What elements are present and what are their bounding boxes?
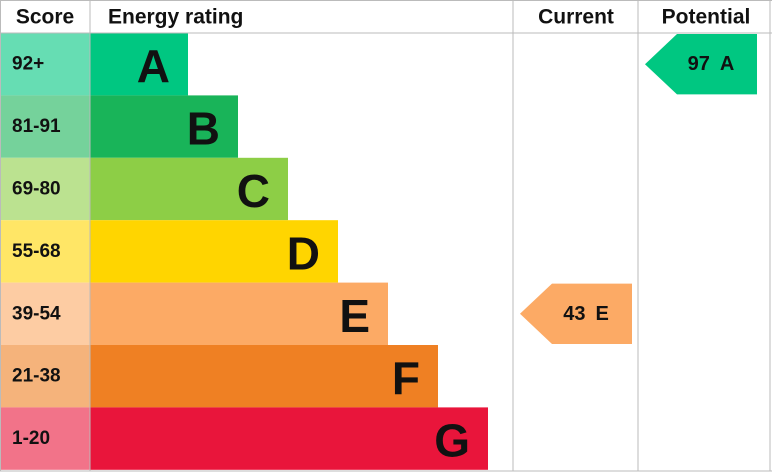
rating-bar: [90, 407, 488, 470]
score-cell: [0, 33, 90, 96]
potential-rating: A: [720, 53, 734, 75]
rating-bar: [90, 220, 338, 283]
rating-bar: [90, 157, 288, 221]
score-cell: [0, 345, 90, 408]
header-current: Current: [538, 6, 614, 29]
score-range: 39-54: [12, 303, 61, 324]
score-cell: [0, 220, 90, 283]
header-rating: Energy rating: [108, 6, 243, 29]
rating-bar: [90, 33, 188, 96]
potential-arrow: [645, 34, 757, 95]
score-range: 1-20: [12, 428, 50, 449]
rating-bar: [90, 282, 388, 345]
rating-letter: C: [237, 165, 270, 217]
header-potential: Potential: [662, 6, 751, 29]
score-cell: [0, 157, 90, 221]
score-cell: [0, 282, 90, 345]
rating-bar: [90, 345, 438, 408]
score-cell: [0, 407, 90, 470]
rating-letter: F: [392, 352, 420, 404]
rating-letter: A: [137, 40, 170, 92]
score-range: 55-68: [12, 241, 61, 262]
current-rating: E: [595, 303, 608, 325]
rating-letter: G: [434, 415, 470, 467]
current-score: 43: [563, 303, 585, 325]
score-range: 92+: [12, 54, 44, 75]
rating-bar: [90, 95, 238, 158]
current-arrow: [520, 283, 632, 344]
score-range: 69-80: [12, 179, 61, 200]
score-range: 81-91: [12, 116, 61, 137]
header-score: Score: [16, 6, 74, 29]
rating-letter: D: [287, 227, 320, 279]
potential-score: 97: [688, 53, 710, 75]
score-range: 21-38: [12, 366, 61, 387]
rating-letter: E: [339, 290, 370, 342]
rating-letter: B: [187, 103, 220, 155]
score-cell: [0, 95, 90, 158]
potential-label: 97 A: [688, 53, 735, 75]
current-label: 43 E: [563, 303, 609, 325]
